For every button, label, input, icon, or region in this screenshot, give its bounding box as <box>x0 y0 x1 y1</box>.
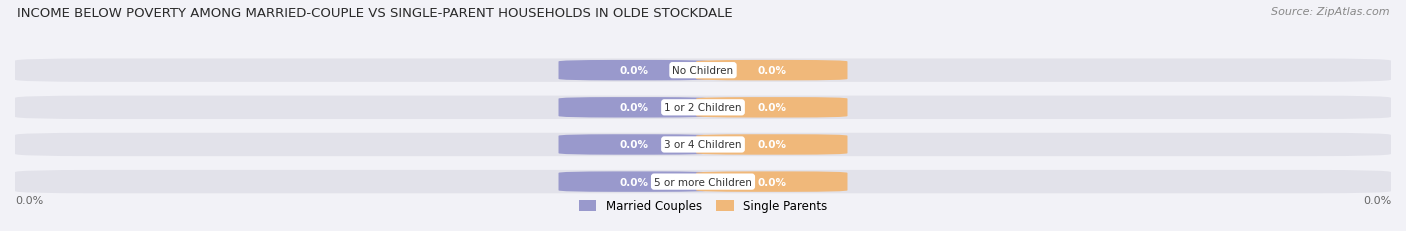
Text: 0.0%: 0.0% <box>620 66 648 76</box>
Text: 0.0%: 0.0% <box>620 140 648 150</box>
Text: 0.0%: 0.0% <box>620 103 648 113</box>
Text: 0.0%: 0.0% <box>758 140 786 150</box>
Text: 1 or 2 Children: 1 or 2 Children <box>664 103 742 113</box>
Text: 3 or 4 Children: 3 or 4 Children <box>664 140 742 150</box>
FancyBboxPatch shape <box>15 96 1391 119</box>
Text: 5 or more Children: 5 or more Children <box>654 177 752 187</box>
FancyBboxPatch shape <box>696 61 848 81</box>
FancyBboxPatch shape <box>15 170 1391 194</box>
FancyBboxPatch shape <box>558 172 710 192</box>
Text: 0.0%: 0.0% <box>620 177 648 187</box>
FancyBboxPatch shape <box>558 61 710 81</box>
FancyBboxPatch shape <box>15 133 1391 156</box>
Text: No Children: No Children <box>672 66 734 76</box>
FancyBboxPatch shape <box>558 98 710 118</box>
Text: 0.0%: 0.0% <box>758 66 786 76</box>
Text: 0.0%: 0.0% <box>15 195 44 205</box>
FancyBboxPatch shape <box>696 135 848 155</box>
Text: 0.0%: 0.0% <box>758 103 786 113</box>
FancyBboxPatch shape <box>696 172 848 192</box>
FancyBboxPatch shape <box>696 98 848 118</box>
Text: Source: ZipAtlas.com: Source: ZipAtlas.com <box>1271 7 1389 17</box>
FancyBboxPatch shape <box>15 59 1391 82</box>
Text: INCOME BELOW POVERTY AMONG MARRIED-COUPLE VS SINGLE-PARENT HOUSEHOLDS IN OLDE ST: INCOME BELOW POVERTY AMONG MARRIED-COUPL… <box>17 7 733 20</box>
Legend: Married Couples, Single Parents: Married Couples, Single Parents <box>576 197 830 215</box>
Text: 0.0%: 0.0% <box>758 177 786 187</box>
Text: 0.0%: 0.0% <box>1362 195 1391 205</box>
FancyBboxPatch shape <box>558 135 710 155</box>
